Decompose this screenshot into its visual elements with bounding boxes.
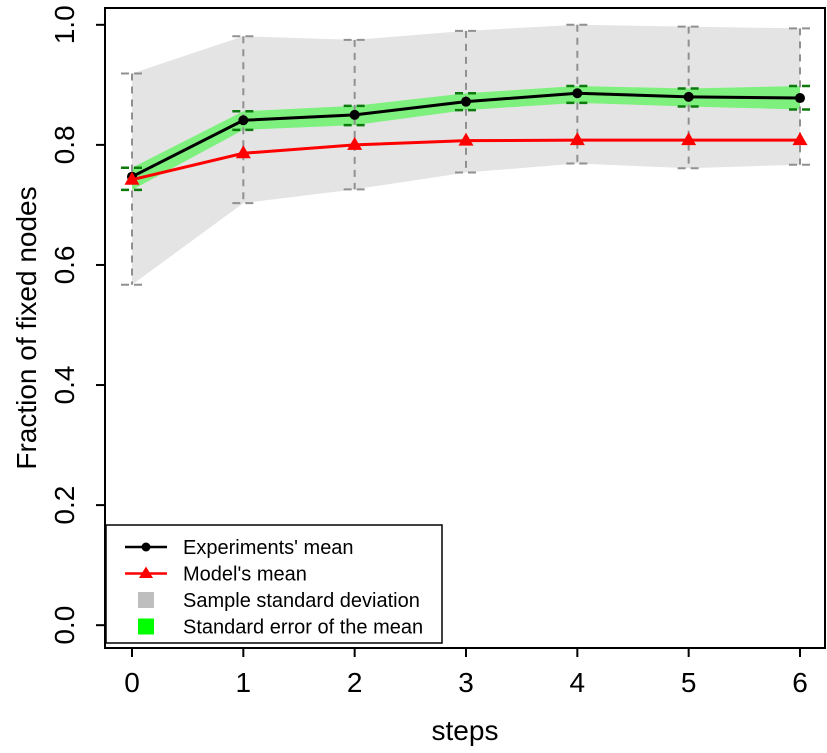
x-axis-title: steps <box>431 715 499 746</box>
legend-triangle-icon <box>139 566 153 578</box>
legend-label: Sample standard deviation <box>183 590 420 612</box>
sem-errorbar-step-4 <box>564 84 591 105</box>
model-marker-6 <box>792 132 808 146</box>
sem-band <box>131 86 800 190</box>
x-tick-label: 5 <box>681 667 697 698</box>
x-tick-label: 2 <box>347 667 363 698</box>
sd-errorbar-step-2 <box>341 38 368 191</box>
y-tick-label: 1.0 <box>49 5 80 44</box>
y-tick-label: 0.4 <box>49 366 80 405</box>
x-tick-label: 0 <box>124 667 140 698</box>
legend-item-1: Experiments' mean <box>125 537 354 559</box>
y-tick-label: 0.6 <box>49 245 80 284</box>
experiments-marker-2 <box>349 109 360 120</box>
model-marker-2 <box>347 136 363 150</box>
legend-label: Model's mean <box>183 564 307 586</box>
x-axis: 0 1 2 3 4 5 6 <box>124 648 808 698</box>
y-tick-label: 0.0 <box>49 606 80 645</box>
experiments-marker-4 <box>572 88 583 99</box>
legend-square-icon <box>138 618 154 635</box>
y-tick-label: 0.2 <box>49 486 80 525</box>
y-axis-title: Fraction of fixed nodes <box>11 186 42 470</box>
y-axis: 0.0 0.2 0.4 0.6 0.8 1.0 <box>49 5 105 645</box>
legend-label: Standard error of the mean <box>183 617 423 639</box>
legend-item-2: Model's mean <box>125 564 307 586</box>
x-tick-label: 1 <box>236 667 252 698</box>
model-marker-1 <box>235 145 251 159</box>
experiments-marker-1 <box>238 115 249 126</box>
experiments-marker-3 <box>460 96 471 107</box>
sem-errorbar-step-1 <box>230 110 257 132</box>
model-marker-5 <box>681 132 697 146</box>
legend-label: Experiments' mean <box>183 537 354 559</box>
sem-errorbar-step-3 <box>452 92 479 112</box>
model-marker-0 <box>124 171 140 185</box>
model-marker-3 <box>458 132 474 146</box>
sem-errorbar-step-6 <box>786 84 813 111</box>
model-marker-4 <box>569 132 585 146</box>
legend-item-3: Sample standard deviation <box>138 590 420 612</box>
x-tick-label: 3 <box>458 667 474 698</box>
x-tick-label: 6 <box>792 667 808 698</box>
experiments-marker-5 <box>683 91 694 102</box>
sem-errorbar-step-0 <box>118 166 145 192</box>
legend-item-4: Standard error of the mean <box>138 617 423 639</box>
legend-square-icon <box>138 592 154 608</box>
experiments-marker-6 <box>794 93 805 104</box>
sem-errorbar-step-2 <box>341 104 368 127</box>
sem-errorbar-step-5 <box>675 87 702 108</box>
x-tick-label: 4 <box>570 667 586 698</box>
legend-circle-icon <box>141 542 151 552</box>
y-tick-label: 0.8 <box>49 125 80 164</box>
legend-box <box>105 524 443 644</box>
legend: Experiments' mean Model's mean Sample stan… <box>105 524 443 644</box>
